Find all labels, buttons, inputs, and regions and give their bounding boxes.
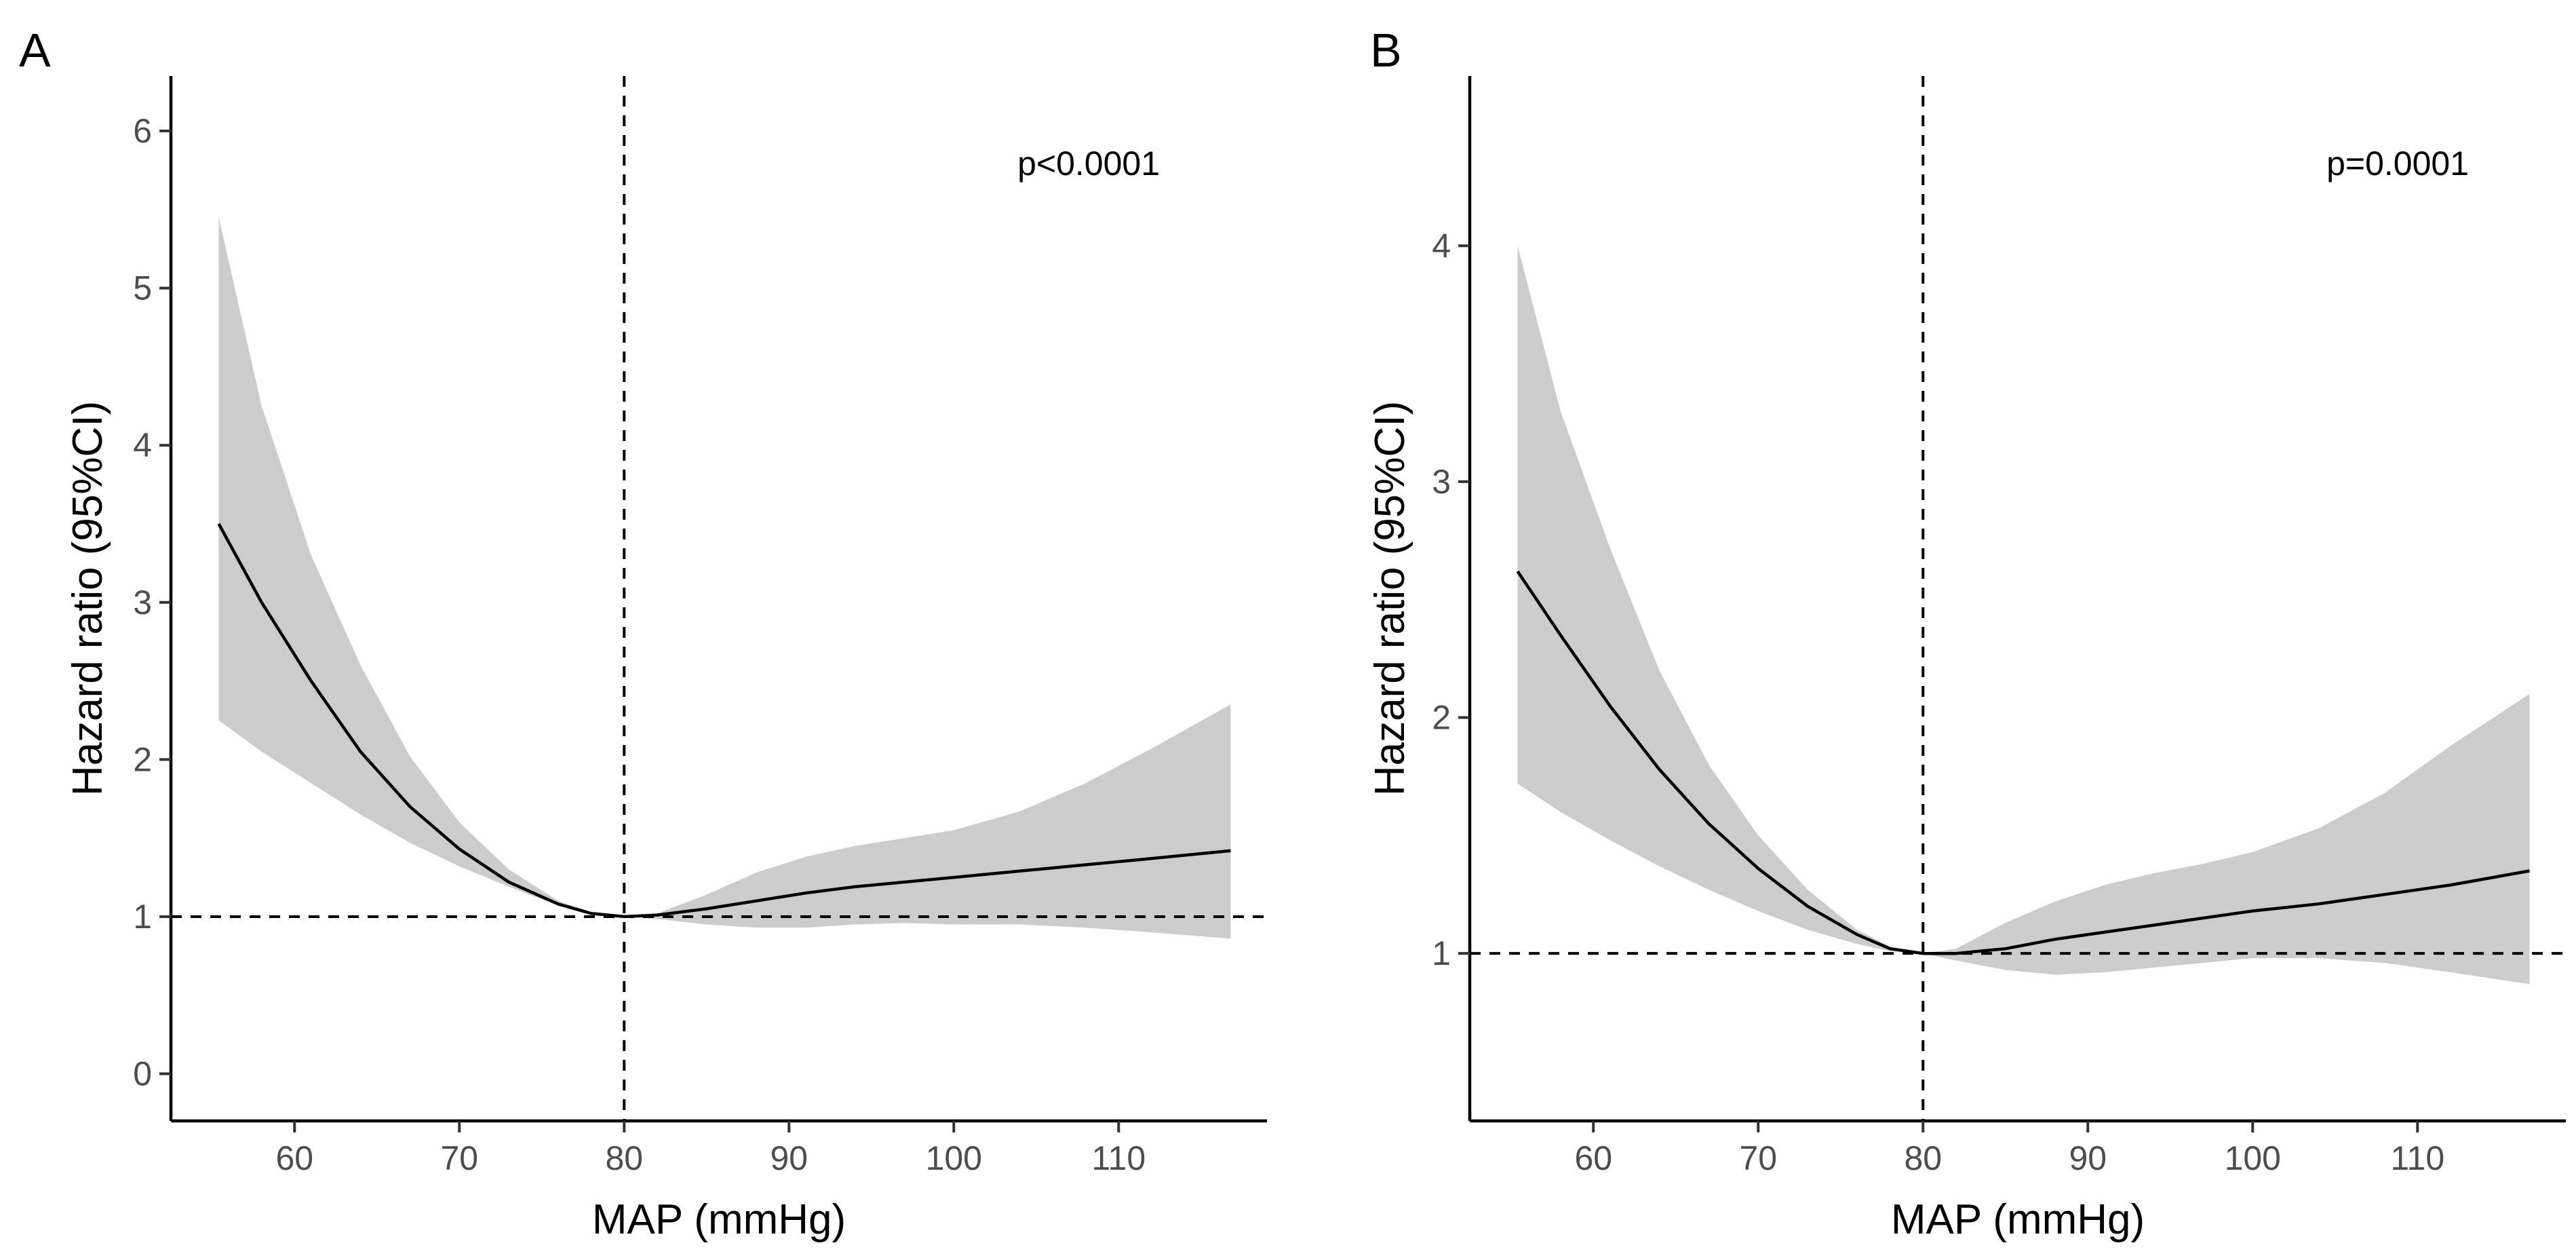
x-tick-label: 80	[1904, 1139, 1942, 1177]
confidence-band	[1517, 246, 2530, 985]
y-tick-label: 2	[1432, 699, 1451, 737]
panel-letter: A	[19, 24, 51, 77]
x-tick-label: 60	[275, 1139, 313, 1177]
hazard-ratio-curve	[217, 522, 1231, 919]
y-axis-title: Hazard ratio (95%CI)	[1367, 401, 1413, 796]
panel-a: 60 70 80 90 100 110 0 1 2 3 4 5 6 MAP (mmHg) Hazard ra…	[19, 24, 1267, 1243]
y-tick-label: 1	[1432, 934, 1451, 972]
y-tick-label: 4	[133, 426, 152, 464]
p-value-annotation: p<0.0001	[1017, 145, 1160, 183]
x-tick-label: 100	[2225, 1139, 2281, 1177]
x-axis-title: MAP (mmHg)	[592, 1196, 846, 1243]
confidence-band	[218, 217, 1231, 939]
y-tick-label: 3	[1432, 463, 1451, 501]
y-axis-title: Hazard ratio (95%CI)	[64, 401, 111, 796]
y-tick-label: 0	[133, 1055, 152, 1093]
x-tick-label: 60	[1574, 1139, 1612, 1177]
x-tick-label: 90	[2069, 1139, 2107, 1177]
x-tick-label: 70	[440, 1139, 478, 1177]
x-tick-label: 70	[1739, 1139, 1777, 1177]
y-tick-label: 4	[1432, 227, 1451, 265]
y-tick-label: 2	[133, 740, 152, 778]
y-tick-label: 6	[133, 112, 152, 150]
y-tick-label: 5	[133, 269, 152, 307]
x-tick-label: 90	[770, 1139, 808, 1177]
p-value-annotation: p=0.0001	[2326, 145, 2469, 183]
x-axis-title: MAP (mmHg)	[1891, 1196, 2145, 1243]
x-tick-label: 110	[2390, 1139, 2444, 1177]
hazard-ratio-curve	[1516, 570, 2530, 955]
x-tick-label: 110	[1091, 1139, 1146, 1177]
y-tick-label: 3	[133, 584, 152, 622]
x-tick-label: 80	[605, 1139, 643, 1177]
x-tick-label: 100	[926, 1139, 982, 1177]
panel-b: 60 70 80 90 100 110 1 2 3 4 MAP (mmHg) Hazard ratio…	[1367, 24, 2566, 1243]
y-tick-label: 1	[133, 898, 152, 936]
panel-letter: B	[1370, 24, 1402, 77]
